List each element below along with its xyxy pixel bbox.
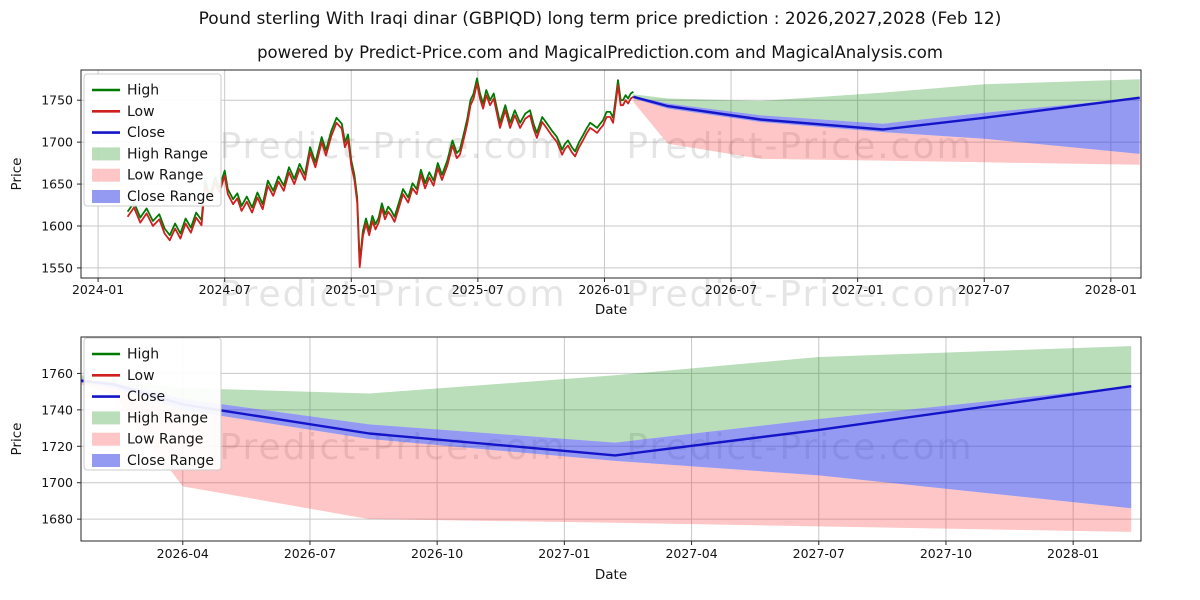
x-tick-label: 2024-01 <box>72 282 124 297</box>
x-axis: 2024-01 2024-07 2025-01 2025-07 2026-01 2026-… <box>72 278 1137 297</box>
y-tick-label: 1680 <box>41 512 73 527</box>
x-tick-label: 2027-01 <box>832 282 884 297</box>
x-tick-label: 2027-01 <box>538 546 590 561</box>
bottom-chart: Predict-Price.comPredict-Price.com2026-0… <box>9 336 1142 583</box>
legend-item: Low <box>92 104 155 120</box>
x-tick-label: 2027-07 <box>958 282 1010 297</box>
x-axis-label: Date <box>595 567 627 583</box>
legend-patch-swatch <box>92 411 120 425</box>
high-range-band <box>633 79 1140 124</box>
legend-label: Low Range <box>127 432 203 448</box>
plot-background <box>81 70 1141 278</box>
close-range-band <box>633 96 1140 154</box>
top-chart: Predict-Price.com Predict-Price.com Predic… <box>9 69 1142 318</box>
legend-item: High <box>92 347 159 363</box>
legend-item: High <box>92 83 159 99</box>
legend-item: Low Range <box>92 432 203 448</box>
x-tick-label: 2025-07 <box>452 282 504 297</box>
y-tick-label: 1740 <box>41 402 73 417</box>
y-axis-label: Price <box>9 158 25 191</box>
legend-patch-swatch <box>92 454 120 467</box>
watermark-text: Predict-Price.com <box>626 274 973 315</box>
legend-label: High Range <box>127 146 208 162</box>
page-title: Pound sterling With Iraqi dinar (GBPIQD)… <box>198 9 1002 29</box>
legend-item: Low <box>92 368 155 384</box>
high-range-band <box>81 346 1132 443</box>
y-tick-label: 1600 <box>41 219 73 234</box>
x-tick-label: 2026-07 <box>705 282 757 297</box>
legend-label: Low Range <box>127 168 203 184</box>
x-tick-label: 2027-07 <box>793 546 845 561</box>
x-tick-label: 2028-01 <box>1085 282 1137 297</box>
x-tick-label: 2027-04 <box>665 546 717 561</box>
legend: High Low Close High Range Low Range Close Ran… <box>83 337 222 471</box>
legend-label: Close Range <box>127 453 214 469</box>
legend-label: Low <box>127 104 155 120</box>
y-tick-label: 1550 <box>41 260 73 275</box>
y-axis: 1680 1700 1720 1740 1760 <box>41 366 81 527</box>
y-tick-label: 1650 <box>41 177 73 192</box>
y-tick-label: 1720 <box>41 439 73 454</box>
y-tick-label: 1750 <box>41 93 73 108</box>
legend-label: High <box>127 347 159 363</box>
x-axis: 2026-04 2026-07 2026-10 2027-01 2027-04 2027-… <box>157 541 1099 561</box>
legend-label: Low <box>127 368 155 384</box>
legend-item: Close Range <box>92 189 214 205</box>
low-line <box>126 82 634 268</box>
x-axis-label: Date <box>595 302 627 318</box>
x-tick-label: 2024-07 <box>199 282 251 297</box>
legend-label: Close <box>127 125 165 141</box>
x-tick-label: 2028-01 <box>1047 546 1099 561</box>
high-line <box>126 77 634 263</box>
legend-patch-swatch <box>92 147 120 161</box>
y-tick-label: 1700 <box>41 135 73 150</box>
legend-label: High <box>127 83 159 99</box>
plot-border <box>80 69 1142 279</box>
x-tick-label: 2026-07 <box>284 546 336 561</box>
x-tick-label: 2025-01 <box>325 282 377 297</box>
close-line <box>633 95 1140 131</box>
watermark-text: Predict-Price.com <box>219 126 566 167</box>
x-tick-label: 2026-10 <box>411 546 463 561</box>
legend-item: High Range <box>92 146 208 162</box>
legend-item: Close <box>92 125 165 141</box>
y-axis: 1550 1600 1650 1700 1750 <box>41 93 81 275</box>
legend-label: Close Range <box>127 189 214 205</box>
legend-box <box>83 337 222 471</box>
chart-subtitle: powered by Predict-Price.com and Magical… <box>257 43 943 62</box>
x-tick-label: 2027-10 <box>920 546 972 561</box>
legend-patch-swatch <box>92 190 120 203</box>
close-range-band <box>81 378 1132 509</box>
x-tick-label: 2026-04 <box>157 546 209 561</box>
legend: High Low Close High Range Low Range Close Ran… <box>83 73 222 207</box>
x-tick-label: 2026-01 <box>578 282 630 297</box>
legend-item: High Range <box>92 410 208 426</box>
watermark-text: Predict-Price.com <box>219 274 566 315</box>
legend-label: High Range <box>127 410 208 426</box>
low-range-band <box>81 382 1132 532</box>
low-range-band <box>633 98 1140 165</box>
legend-patch-swatch <box>92 432 120 446</box>
y-tick-label: 1700 <box>41 475 73 490</box>
plot-border <box>80 336 1142 542</box>
legend-item: Close <box>92 389 165 405</box>
legend-label: Close <box>127 389 165 405</box>
legend-patch-swatch <box>92 168 120 182</box>
y-tick-label: 1760 <box>41 366 73 381</box>
legend-item: Low Range <box>92 168 203 184</box>
y-axis-label: Price <box>9 423 25 456</box>
legend-box <box>83 73 222 207</box>
legend-item: Close Range <box>92 453 214 469</box>
